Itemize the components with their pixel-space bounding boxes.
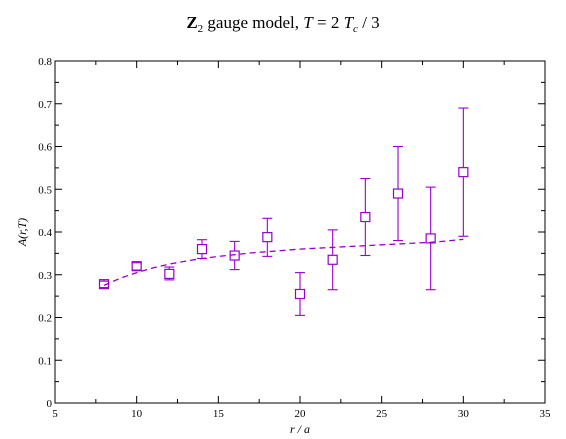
x-tick-label: 10: [131, 408, 143, 420]
y-tick-label: 0.8: [38, 56, 52, 68]
title-subscript: 2: [198, 23, 204, 35]
square-marker: [98, 279, 110, 290]
square-marker: [294, 288, 306, 300]
square-marker: [262, 232, 273, 243]
square-marker: [360, 211, 371, 223]
fit-curve: [103, 238, 464, 286]
data-point: [294, 272, 306, 316]
y-tick-label: 0.1: [38, 355, 52, 367]
square-marker: [131, 261, 142, 272]
plot-frame: [54, 60, 546, 404]
x-tick-label: 5: [52, 408, 58, 420]
axis-tick-labels: 5 10 15 20 25 30 35 0 0.1 0.2 0.3 0.4 0.5 0.6 0.7 0.8: [38, 56, 551, 420]
data-point: [196, 239, 208, 260]
y-tick-label: 0.2: [38, 313, 52, 325]
title-tc-var: T: [344, 13, 355, 32]
x-tick-label: 15: [213, 408, 225, 420]
x-axis-label: r / a: [290, 422, 310, 436]
title-text: gauge model,: [203, 13, 303, 32]
y-tick-label: 0.5: [38, 184, 52, 196]
x-tick-label: 35: [540, 408, 552, 420]
x-tick-label: 30: [458, 408, 470, 420]
data-series: [98, 107, 469, 316]
data-point: [262, 217, 273, 257]
y-tick-label: 0.7: [38, 99, 52, 111]
data-point: [360, 178, 371, 257]
chart-title: Z2 gauge model, T = 2 Tc / 3: [186, 13, 379, 35]
data-point: [425, 186, 436, 291]
data-point: [229, 240, 240, 271]
axis-ticks: [54, 60, 546, 404]
square-marker: [425, 233, 436, 244]
title-symbol: Z: [186, 13, 197, 32]
data-point: [98, 279, 110, 290]
data-point: [392, 145, 404, 242]
data-point: [131, 261, 142, 272]
y-tick-label: 0.6: [38, 142, 52, 154]
title-tc-tail: / 3: [358, 13, 380, 32]
x-tick-label: 25: [376, 408, 388, 420]
square-marker: [229, 250, 240, 261]
y-tick-label: 0: [47, 398, 53, 410]
square-marker: [196, 244, 208, 255]
y-tick-label: 0.4: [38, 227, 52, 239]
square-marker: [164, 268, 175, 279]
data-point: [327, 229, 338, 291]
x-tick-label: 20: [295, 408, 307, 420]
title-t-var: T: [303, 13, 314, 32]
title-t-relation: = 2: [313, 13, 344, 32]
square-marker: [327, 254, 338, 265]
data-point: [164, 266, 175, 281]
y-tick-label: 0.3: [38, 270, 52, 282]
data-point: [458, 107, 469, 237]
square-marker: [458, 167, 469, 178]
square-marker: [392, 188, 404, 199]
title-tc-subscript: c: [353, 23, 358, 35]
y-axis-label: A(r,T): [15, 218, 29, 247]
